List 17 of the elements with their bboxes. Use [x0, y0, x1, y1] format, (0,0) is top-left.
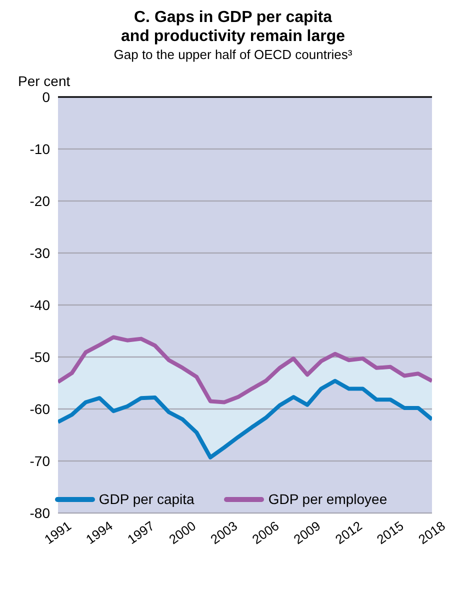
y-tick-label: -50	[30, 348, 50, 365]
x-tick-label: 1991	[42, 518, 74, 548]
y-tick-label: -70	[30, 452, 50, 469]
y-tick-label: -80	[30, 504, 50, 521]
y-tick-label: -20	[30, 192, 50, 209]
y-tick-label: -40	[30, 296, 50, 313]
y-tick-label: -30	[30, 244, 50, 261]
line-series	[58, 378, 432, 460]
legend-label: GDP per capita	[98, 491, 194, 507]
y-axis-title: Per cent	[18, 73, 72, 89]
chart-subtitle: Gap to the upper half of OECD countries³	[112, 46, 354, 63]
y-tick-label: -60	[30, 400, 50, 417]
legend-label: GDP per employee	[268, 491, 388, 507]
line-series	[58, 335, 432, 404]
chart-title: C. Gaps in GDP per capita and productivity remain large	[120, 8, 346, 46]
y-tick-label: 0	[42, 88, 50, 105]
y-tick-label: -10	[30, 140, 50, 157]
